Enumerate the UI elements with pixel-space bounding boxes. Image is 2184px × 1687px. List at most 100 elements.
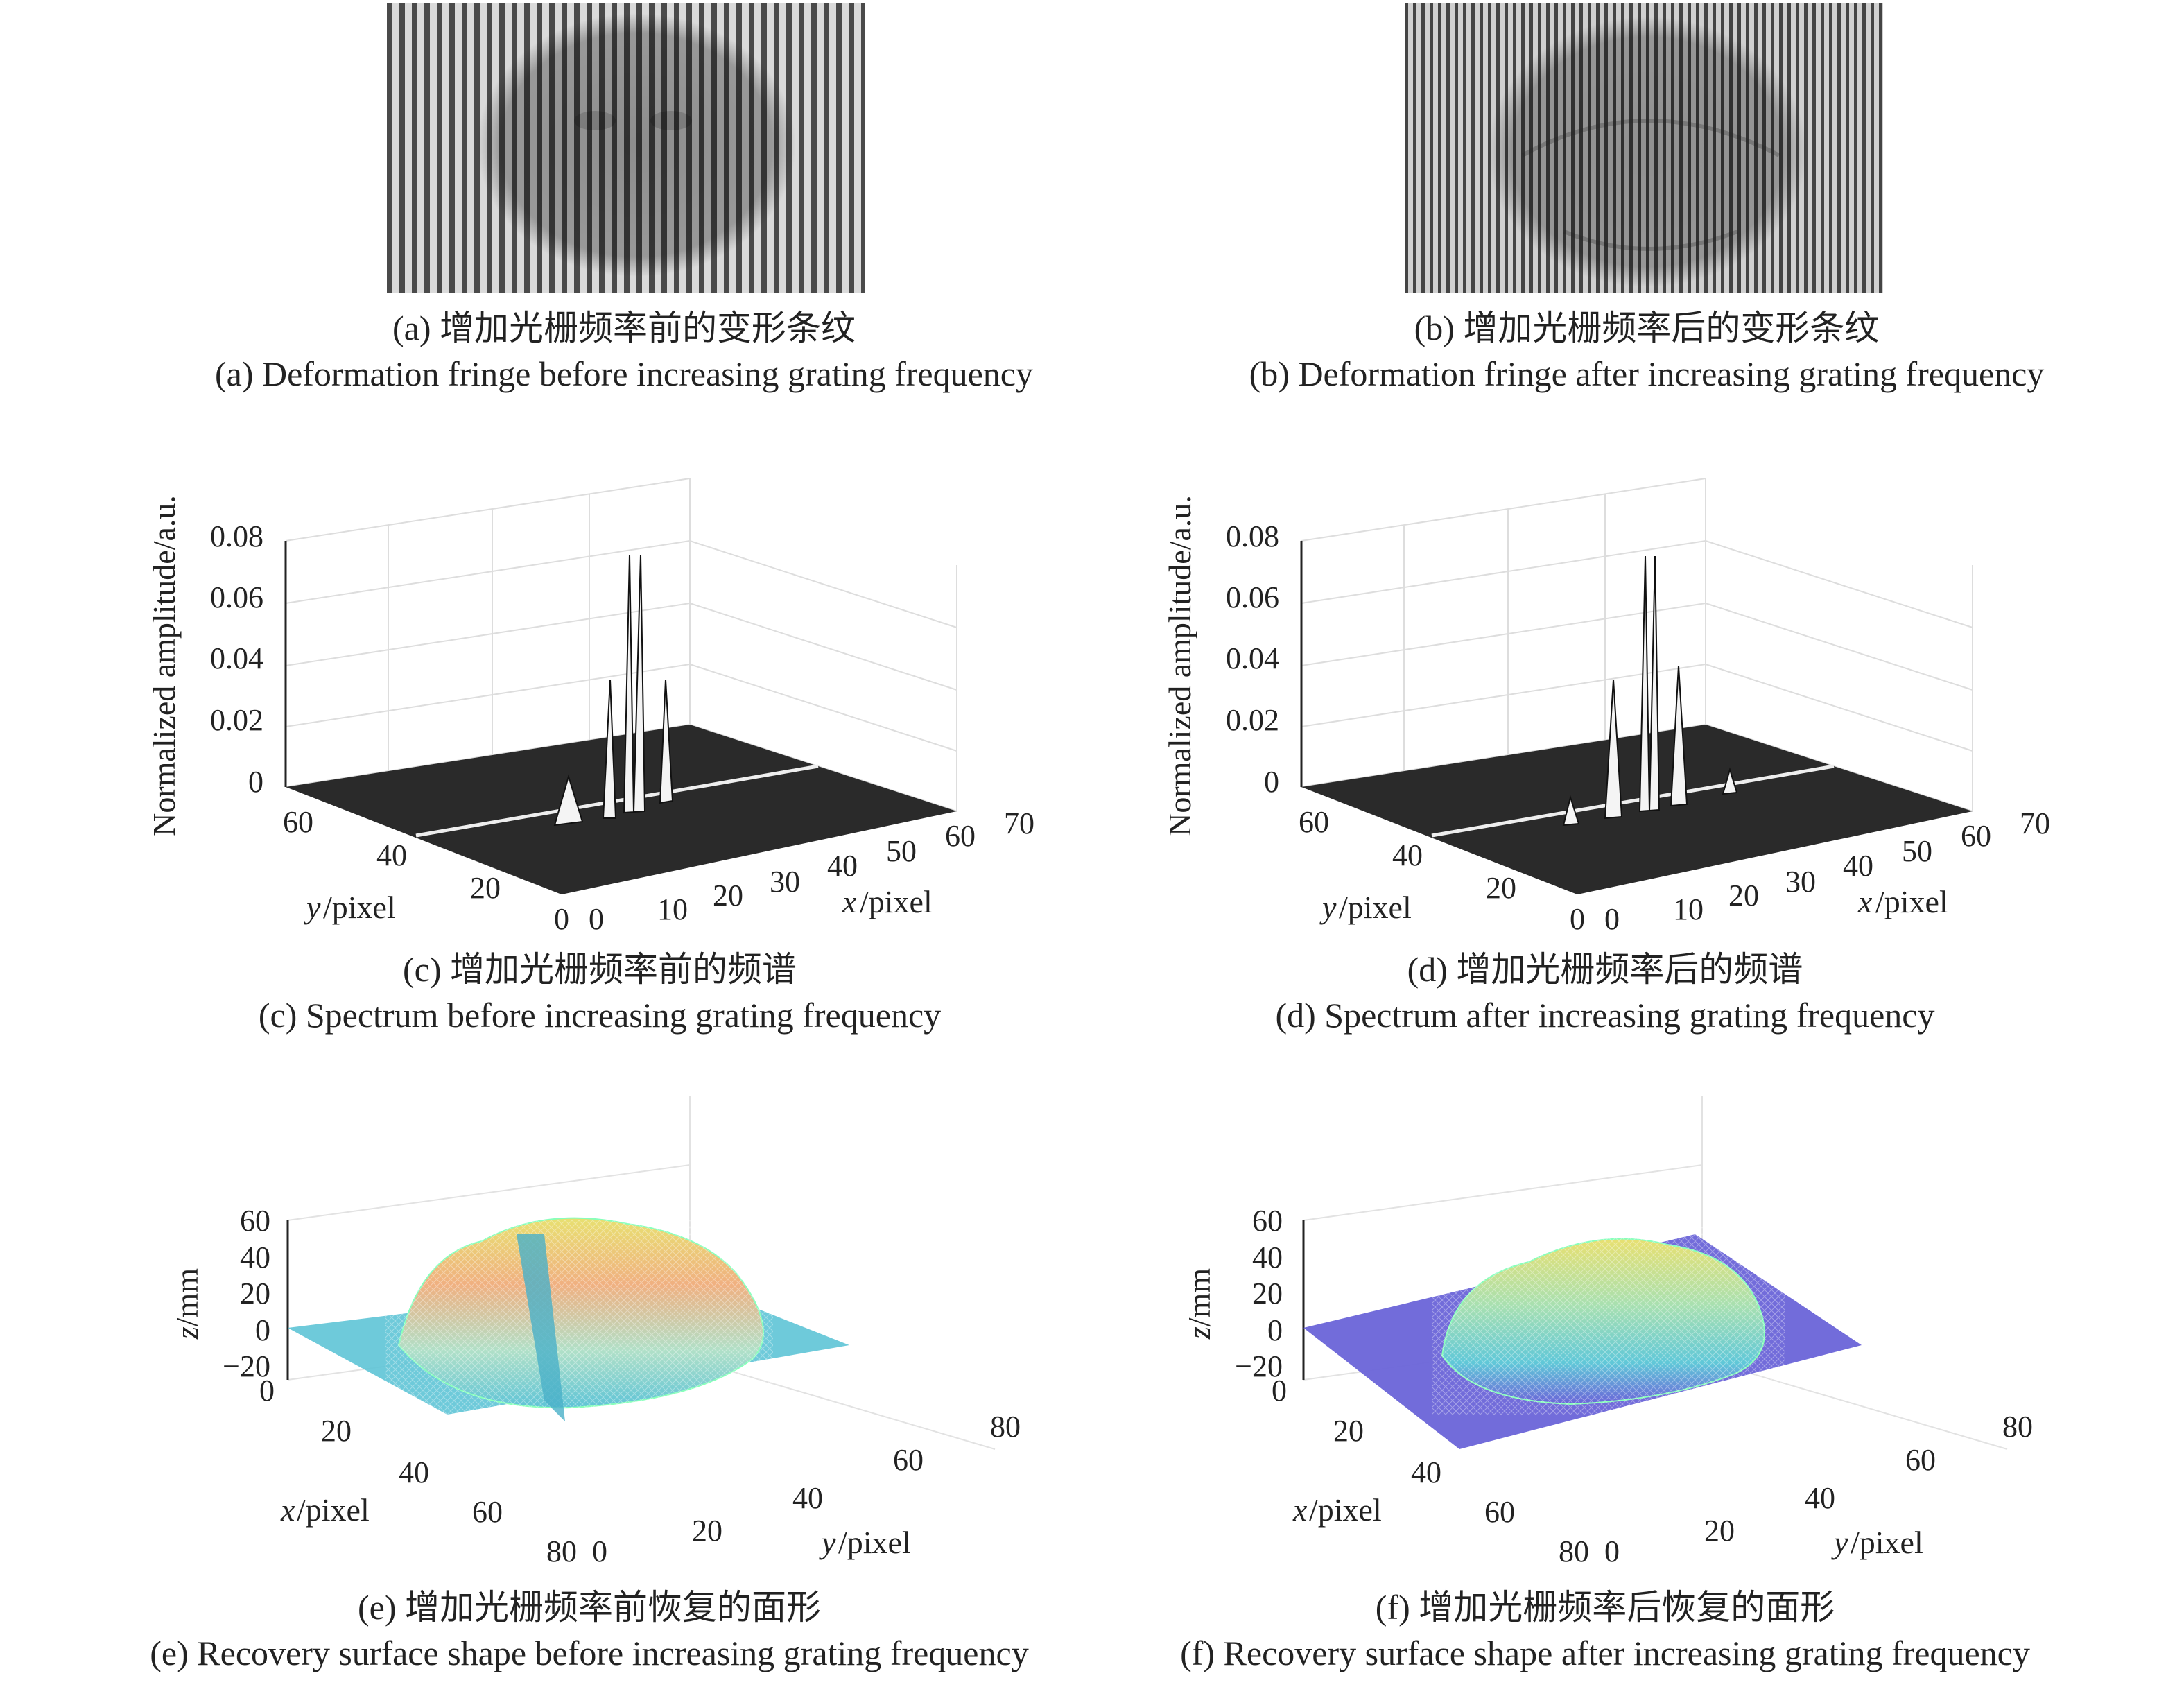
caption-d-zh: (d) 增加光栅频率后的频谱 — [1407, 950, 1803, 989]
surface-plot-after: 60 40 20 0 −20 z/mm 0 20 40 60 80 0 20 4… — [1181, 1096, 2033, 1568]
x-tick-label: 20 — [713, 879, 743, 912]
x-tick-label: 30 — [1785, 865, 1816, 899]
y-axis-unit: /pixel — [1339, 890, 1412, 925]
x-axis-var: x — [1292, 1492, 1308, 1528]
z-tick-label: 0.04 — [1226, 641, 1279, 675]
x-axis-unit: /pixel — [860, 884, 933, 919]
caption-d-en: (d) Spectrum after increasing grating fr… — [1275, 996, 1935, 1035]
caption-c: (c) 增加光栅频率前的频谱 (c) Spectrum before incre… — [80, 946, 1120, 1038]
x-axis-var: x — [280, 1492, 295, 1528]
caption-d: (d) 增加光栅频率后的频谱 (d) Spectrum after increa… — [1085, 946, 2125, 1038]
x-tick-label: 40 — [399, 1455, 429, 1489]
z-tick-label: 0.06 — [210, 580, 263, 614]
caption-f-zh: (f) 增加光栅频率后恢复的面形 — [1375, 1588, 1835, 1627]
x-tick-label: 50 — [1902, 834, 1932, 868]
x-tick-label: 0 — [554, 902, 569, 936]
caption-e: (e) 增加光栅频率前恢复的面形 (e) Recovery surface sh… — [69, 1584, 1109, 1676]
surface-plot-before: 60 40 20 0 −20 z/mm 0 20 40 60 80 0 20 4… — [169, 1096, 1021, 1568]
y-tick-label: 20 — [470, 871, 501, 905]
caption-e-en: (e) Recovery surface shape before increa… — [150, 1634, 1029, 1672]
caption-f-en: (f) Recovery surface shape after increas… — [1180, 1634, 2030, 1672]
z-tick-label: 0.08 — [210, 519, 263, 553]
z-axis-var: z — [1181, 1326, 1217, 1340]
x-tick-label: 40 — [1843, 849, 1873, 883]
z-tick-label: 20 — [240, 1277, 270, 1310]
x-tick-label: 10 — [657, 892, 688, 926]
x-tick-label: 20 — [1728, 879, 1759, 912]
x-tick-label: 70 — [1004, 806, 1034, 840]
x-tick-label: 10 — [1673, 892, 1704, 926]
z-tick-label: 0.06 — [1226, 580, 1279, 614]
z-axis-unit: /mm — [1181, 1268, 1217, 1327]
x-tick-label: 70 — [2020, 806, 2050, 840]
y-tick-label: 20 — [692, 1514, 722, 1548]
z-tick-label: 0.02 — [210, 703, 263, 737]
x-tick-label: 40 — [827, 849, 858, 883]
y-tick-label: 0 — [592, 1534, 607, 1568]
y-axis-unit: /pixel — [323, 890, 396, 925]
caption-b-en: (b) Deformation fringe after increasing … — [1249, 354, 2045, 393]
y-tick-label: 20 — [1704, 1514, 1735, 1548]
y-tick-label: 40 — [792, 1481, 823, 1515]
z-tick-label: 20 — [1252, 1277, 1283, 1310]
svg-text:z/mm: z/mm — [169, 1268, 205, 1340]
caption-b: (b) 增加光栅频率后的变形条纹 (b) Deformation fringe … — [1127, 305, 2167, 397]
z-tick-label: 60 — [240, 1204, 270, 1238]
x-tick-label: 0 — [259, 1374, 275, 1408]
y-tick-label: 0 — [1604, 902, 1620, 936]
caption-a: (a) 增加光栅频率前的变形条纹 (a) Deformation fringe … — [104, 305, 1144, 397]
caption-a-zh: (a) 增加光栅频率前的变形条纹 — [392, 309, 856, 347]
y-tick-label: 0 — [1604, 1534, 1620, 1568]
z-tick-label: 60 — [1252, 1204, 1283, 1238]
x-tick-label: 80 — [546, 1534, 577, 1568]
x-tick-label: 40 — [1411, 1455, 1441, 1489]
z-tick-label: −20 — [223, 1349, 270, 1383]
x-tick-label: 30 — [770, 865, 800, 899]
y-tick-label: 80 — [990, 1410, 1021, 1444]
fringe-image-before — [387, 3, 865, 293]
z-tick-label: 0 — [248, 765, 263, 799]
x-axis-unit: /pixel — [1875, 884, 1948, 919]
x-tick-label: 20 — [1333, 1414, 1364, 1448]
y-tick-label: 40 — [1805, 1481, 1835, 1515]
caption-e-zh: (e) 增加光栅频率前恢复的面形 — [358, 1588, 821, 1627]
y-axis-unit: /pixel — [1851, 1525, 1923, 1560]
z-axis-var: z — [169, 1326, 205, 1340]
y-axis-var: y — [304, 890, 321, 925]
caption-a-en: (a) Deformation fringe before increasing… — [214, 354, 1033, 393]
x-tick-label: 60 — [472, 1495, 503, 1529]
x-axis-unit: /pixel — [297, 1492, 370, 1528]
x-tick-label: 0 — [1570, 902, 1585, 936]
z-tick-label: 0 — [1264, 765, 1279, 799]
z-tick-label: 0.02 — [1226, 703, 1279, 737]
y-tick-label: 40 — [1392, 838, 1423, 872]
caption-c-en: (c) Spectrum before increasing grating f… — [258, 996, 942, 1035]
z-axis-label: Normalized amplitude/a.u. — [146, 495, 182, 836]
x-axis-unit: /pixel — [1309, 1492, 1382, 1528]
y-tick-label: 60 — [893, 1443, 924, 1477]
x-tick-label: 80 — [1559, 1534, 1589, 1568]
y-axis-unit: /pixel — [838, 1525, 911, 1560]
x-axis-var: x — [842, 884, 857, 919]
y-tick-label: 60 — [1905, 1443, 1936, 1477]
caption-b-zh: (b) 增加光栅频率后的变形条纹 — [1414, 309, 1880, 347]
x-tick-label: 50 — [886, 834, 917, 868]
fringe-image-after — [1405, 3, 1883, 293]
z-axis-unit: /mm — [169, 1268, 205, 1327]
z-tick-label: 0 — [1267, 1313, 1283, 1347]
x-tick-label: 20 — [321, 1414, 352, 1448]
z-axis-label: Normalized amplitude/a.u. — [1162, 495, 1197, 836]
z-tick-label: 0.08 — [1226, 519, 1279, 553]
z-tick-label: 40 — [240, 1240, 270, 1274]
y-axis-var: y — [1831, 1525, 1848, 1560]
y-tick-label: 40 — [376, 838, 407, 872]
caption-f: (f) 增加光栅频率后恢复的面形 (f) Recovery surface sh… — [1085, 1584, 2125, 1676]
z-tick-label: −20 — [1235, 1349, 1283, 1383]
y-tick-label: 60 — [1299, 805, 1329, 839]
z-tick-label: 0.04 — [210, 641, 263, 675]
y-axis-var: y — [819, 1525, 836, 1560]
x-axis-var: x — [1857, 884, 1873, 919]
spectrum-plot-before: 0.08 0.06 0.04 0.02 0 Normalized amplitu… — [146, 478, 1034, 936]
x-tick-label: 60 — [945, 819, 976, 853]
